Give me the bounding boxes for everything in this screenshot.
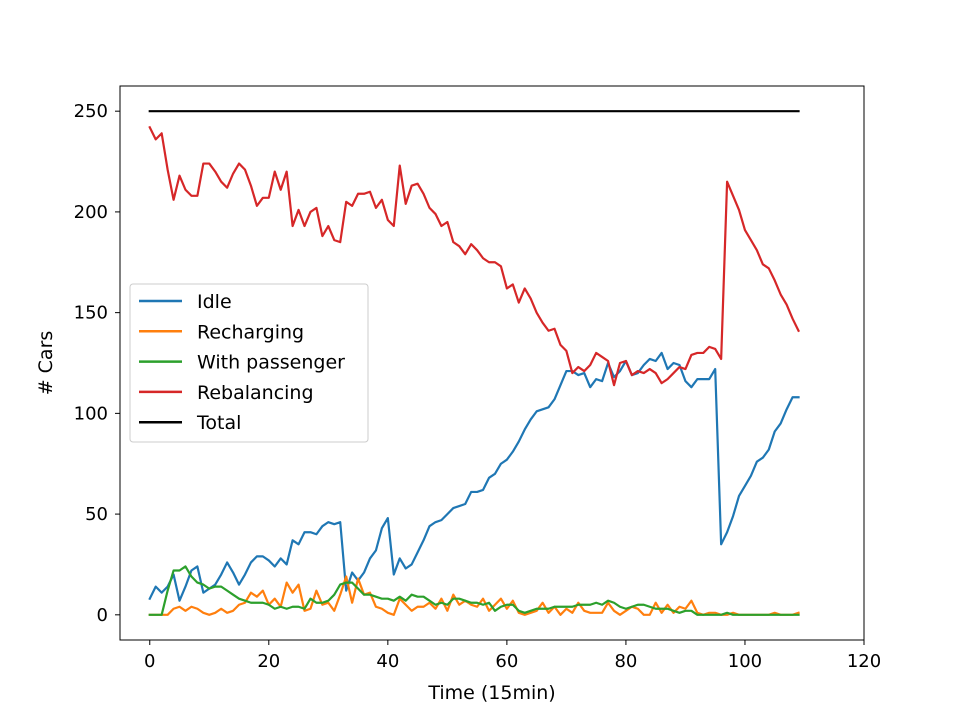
x-axis: 0 20 40 60 80 100 120	[144, 640, 881, 672]
legend-label-recharging: Recharging	[197, 321, 304, 343]
y-tick-label: 50	[85, 504, 108, 525]
series-line-idle	[148, 351, 800, 602]
legend-box	[129, 283, 369, 443]
x-tick-label: 60	[495, 651, 518, 672]
series-line-with-passenger	[148, 565, 800, 616]
series-line-rebalancing	[148, 125, 801, 387]
x-tick-label: 100	[728, 651, 762, 672]
x-tick-label: 40	[376, 651, 399, 672]
legend-label-total: Total	[196, 412, 241, 434]
series-layer	[148, 110, 801, 616]
y-axis-label: # Cars	[35, 331, 57, 396]
x-tick-label: 0	[144, 651, 155, 672]
y-tick-label: 250	[74, 101, 108, 122]
x-tick-label: 20	[257, 651, 280, 672]
x-tick-label: 80	[614, 651, 637, 672]
legend-label-with-passenger: With passenger	[197, 352, 345, 374]
y-tick-label: 0	[97, 605, 108, 626]
y-tick-label: 200	[74, 202, 108, 223]
x-tick-label: 120	[847, 651, 881, 672]
plot-frame	[119, 85, 865, 641]
x-axis-label: Time (15min)	[427, 682, 555, 704]
legend: Idle Recharging With passenger Rebalancing T…	[129, 283, 369, 443]
series-line-recharging	[148, 575, 800, 616]
y-axis: 0 50 100 150 200 250	[74, 101, 120, 626]
legend-label-rebalancing: Rebalancing	[197, 382, 314, 404]
y-tick-label: 150	[74, 303, 108, 324]
y-tick-label: 100	[74, 403, 108, 424]
legend-label-idle: Idle	[197, 291, 232, 313]
